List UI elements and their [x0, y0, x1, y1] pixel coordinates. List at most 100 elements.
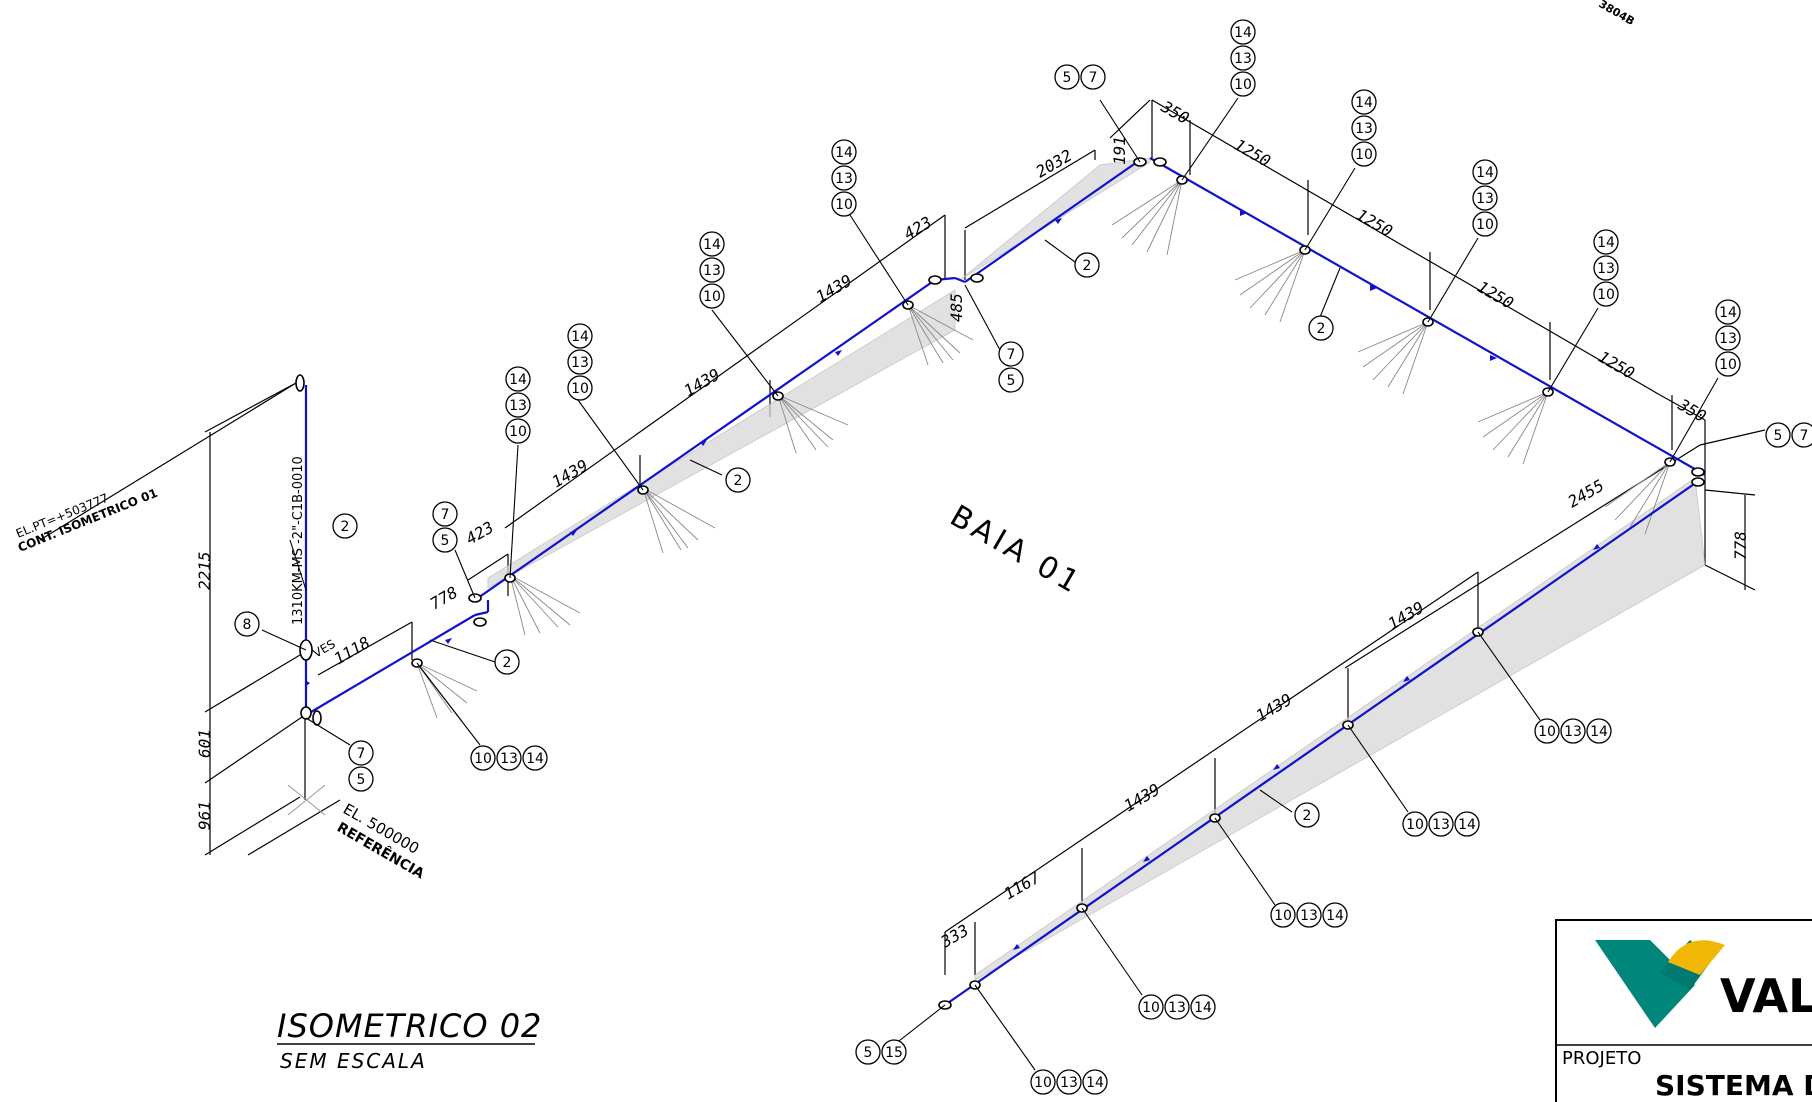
svg-text:14: 14	[1597, 235, 1615, 251]
svg-text:14: 14	[526, 751, 544, 767]
svg-text:5: 5	[357, 772, 366, 788]
svg-text:14: 14	[835, 145, 853, 161]
svg-text:10: 10	[1142, 1000, 1160, 1016]
corner-code: 3804B	[1597, 0, 1637, 28]
svg-text:13: 13	[703, 263, 721, 279]
svg-text:13: 13	[500, 751, 518, 767]
company-logo-icon	[1595, 940, 1725, 1028]
svg-text:2: 2	[341, 519, 350, 535]
svg-text:10: 10	[1476, 217, 1494, 233]
svg-text:10: 10	[1719, 357, 1737, 373]
svg-text:5: 5	[864, 1045, 873, 1061]
svg-text:14: 14	[1590, 724, 1608, 740]
svg-text:13: 13	[1597, 261, 1615, 277]
svg-text:14: 14	[509, 372, 527, 388]
svg-text:778: 778	[1731, 531, 1750, 560]
svg-text:15: 15	[885, 1045, 903, 1061]
title-block: VAL PROJETO SISTEMA DE	[1555, 919, 1812, 1102]
svg-text:1439: 1439	[681, 365, 724, 401]
svg-text:778: 778	[427, 583, 462, 614]
svg-text:7: 7	[1089, 70, 1098, 86]
svg-text:423: 423	[463, 518, 498, 549]
flow-arrows	[305, 210, 1600, 950]
svg-text:1439: 1439	[1121, 780, 1164, 816]
svg-text:13: 13	[1432, 817, 1450, 833]
svg-text:13: 13	[1355, 121, 1373, 137]
svg-text:1439: 1439	[1253, 690, 1296, 726]
spray-fans	[416, 179, 1671, 722]
svg-text:2215: 2215	[195, 551, 214, 590]
svg-text:13: 13	[1060, 1075, 1078, 1091]
svg-text:10: 10	[835, 197, 853, 213]
svg-text:5: 5	[1774, 428, 1783, 444]
svg-text:1250: 1250	[1474, 277, 1517, 313]
svg-text:13: 13	[1300, 908, 1318, 924]
svg-text:10: 10	[509, 424, 527, 440]
svg-text:1250: 1250	[1353, 205, 1396, 241]
svg-text:2032: 2032	[1033, 146, 1076, 182]
svg-text:1439: 1439	[549, 456, 592, 492]
project-name: SISTEMA DE	[1655, 1069, 1812, 1102]
svg-text:961: 961	[195, 801, 214, 830]
drawing-title: ISOMETRICO 02	[277, 1007, 542, 1045]
svg-text:350: 350	[1157, 97, 1192, 128]
svg-text:10: 10	[1034, 1075, 1052, 1091]
svg-text:13: 13	[835, 171, 853, 187]
svg-text:13: 13	[571, 355, 589, 371]
svg-text:13: 13	[1234, 51, 1252, 67]
svg-text:10: 10	[474, 751, 492, 767]
area-label: BAIA 01	[944, 499, 1088, 602]
pipe-route	[304, 157, 1706, 1006]
svg-text:14: 14	[1326, 908, 1344, 924]
svg-text:13: 13	[1168, 1000, 1186, 1016]
svg-text:14: 14	[1086, 1075, 1104, 1091]
svg-text:333: 333	[937, 921, 972, 952]
svg-text:5: 5	[441, 533, 450, 549]
svg-text:14: 14	[1194, 1000, 1212, 1016]
company-name: VAL	[1720, 969, 1812, 1023]
svg-text:2: 2	[503, 655, 512, 671]
svg-text:2455: 2455	[1565, 476, 1608, 512]
svg-text:13: 13	[509, 398, 527, 414]
svg-text:2: 2	[734, 473, 743, 489]
svg-text:350: 350	[1674, 395, 1709, 426]
svg-text:13: 13	[1564, 724, 1582, 740]
svg-text:5: 5	[1063, 70, 1072, 86]
svg-text:14: 14	[1476, 165, 1494, 181]
slope-hatching	[487, 157, 1706, 981]
svg-text:8: 8	[243, 617, 252, 633]
svg-text:601: 601	[195, 729, 214, 758]
svg-text:14: 14	[1355, 95, 1373, 111]
svg-text:10: 10	[571, 381, 589, 397]
reference-cross	[287, 784, 326, 816]
svg-text:13: 13	[1719, 331, 1737, 347]
svg-text:14: 14	[1458, 817, 1476, 833]
svg-text:10: 10	[1406, 817, 1424, 833]
svg-text:14: 14	[1719, 305, 1737, 321]
drawing-subtitle: SEM ESCALA	[280, 1049, 427, 1073]
line-number: 1310KM-MS -2"-C1B-0010	[291, 456, 306, 625]
svg-text:13: 13	[1476, 191, 1494, 207]
svg-text:10: 10	[1274, 908, 1292, 924]
project-label: PROJETO	[1562, 1048, 1641, 1069]
svg-text:485: 485	[947, 293, 966, 322]
svg-text:7: 7	[1800, 428, 1809, 444]
svg-text:2: 2	[1303, 808, 1312, 824]
svg-text:2: 2	[1083, 258, 1092, 274]
svg-text:7: 7	[1007, 347, 1016, 363]
svg-text:14: 14	[1234, 25, 1252, 41]
svg-text:10: 10	[1234, 77, 1252, 93]
svg-text:1250: 1250	[1595, 347, 1638, 383]
svg-text:1118: 1118	[331, 633, 374, 669]
svg-text:7: 7	[357, 746, 366, 762]
svg-text:10: 10	[1597, 287, 1615, 303]
svg-text:2: 2	[1317, 321, 1326, 337]
callout-bubbles	[234, 19, 1812, 1095]
svg-text:14: 14	[571, 329, 589, 345]
svg-text:1439: 1439	[813, 271, 856, 307]
svg-text:1250: 1250	[1231, 135, 1274, 171]
callout-leaders	[261, 97, 1719, 1071]
svg-text:1167: 1167	[1001, 868, 1044, 904]
